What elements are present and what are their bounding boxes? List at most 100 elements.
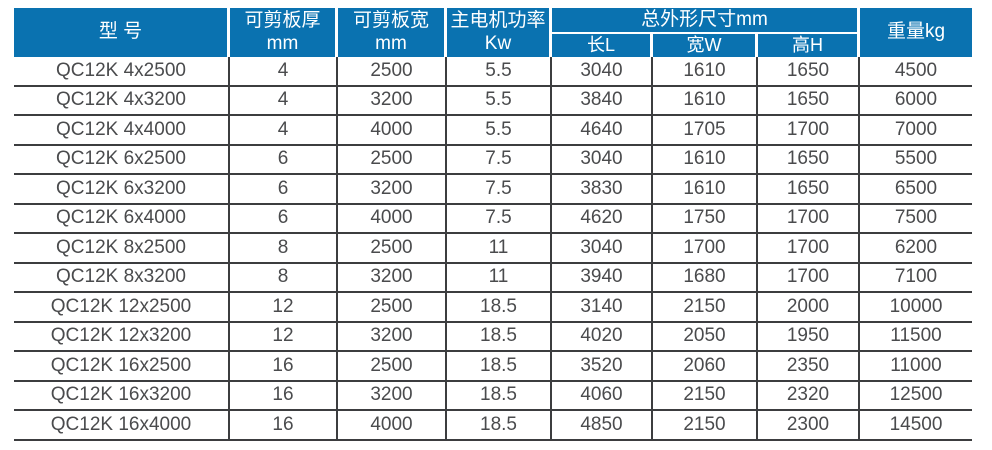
value-cell: 3040 — [552, 234, 653, 264]
table-row: QC12K 12x3200 12 3200 18.5 4020 2050 1950 11500 — [14, 322, 972, 352]
value-cell: 7.5 — [447, 204, 552, 234]
value-cell: 6500 — [860, 175, 972, 205]
value-cell: 3040 — [552, 145, 653, 175]
value-cell: 1610 — [653, 57, 758, 87]
model-cell: QC12K 16x4000 — [14, 411, 230, 441]
value-cell: 4060 — [552, 381, 653, 411]
table-row: QC12K 6x3200 6 3200 7.5 3830 1610 1650 6500 — [14, 175, 972, 205]
table-row: QC12K 8x3200 8 3200 11 3940 1680 1700 7100 — [14, 263, 972, 293]
value-cell: 2050 — [653, 322, 758, 352]
value-cell: 11 — [447, 263, 552, 293]
value-cell: 7100 — [860, 263, 972, 293]
value-cell: 7500 — [860, 204, 972, 234]
table-header: 型 号 可剪板厚mm 可剪板宽mm 主电机功率Kw 总外形尺寸mm 重量kg 长… — [14, 8, 972, 57]
value-cell: 6 — [230, 204, 338, 234]
value-cell: 1700 — [758, 234, 860, 264]
value-cell: 5.5 — [447, 86, 552, 116]
value-cell: 2500 — [338, 293, 447, 323]
value-cell: 18.5 — [447, 352, 552, 382]
value-cell: 18.5 — [447, 293, 552, 323]
value-cell: 11 — [447, 234, 552, 264]
value-cell: 12500 — [860, 381, 972, 411]
value-cell: 2500 — [338, 234, 447, 264]
model-cell: QC12K 12x2500 — [14, 293, 230, 323]
value-cell: 1700 — [653, 234, 758, 264]
value-cell: 4 — [230, 86, 338, 116]
value-cell: 3520 — [552, 352, 653, 382]
header-length: 长L — [552, 34, 653, 57]
value-cell: 4000 — [338, 116, 447, 146]
value-cell: 1610 — [653, 145, 758, 175]
value-cell: 4640 — [552, 116, 653, 146]
value-cell: 3140 — [552, 293, 653, 323]
value-cell: 2150 — [653, 381, 758, 411]
table-row: QC12K 6x4000 6 4000 7.5 4620 1750 1700 7500 — [14, 204, 972, 234]
value-cell: 5.5 — [447, 116, 552, 146]
model-cell: QC12K 4x4000 — [14, 116, 230, 146]
value-cell: 18.5 — [447, 411, 552, 441]
value-cell: 2500 — [338, 57, 447, 87]
value-cell: 14500 — [860, 411, 972, 441]
value-cell: 6200 — [860, 234, 972, 264]
value-cell: 3200 — [338, 175, 447, 205]
value-cell: 2500 — [338, 145, 447, 175]
value-cell: 1700 — [758, 116, 860, 146]
model-cell: QC12K 8x2500 — [14, 234, 230, 264]
value-cell: 4 — [230, 116, 338, 146]
value-cell: 6000 — [860, 86, 972, 116]
value-cell: 2500 — [338, 352, 447, 382]
value-cell: 16 — [230, 411, 338, 441]
value-cell: 1650 — [758, 175, 860, 205]
value-cell: 10000 — [860, 293, 972, 323]
model-cell: QC12K 8x3200 — [14, 263, 230, 293]
value-cell: 3040 — [552, 57, 653, 87]
value-cell: 1705 — [653, 116, 758, 146]
value-cell: 3200 — [338, 86, 447, 116]
value-cell: 1950 — [758, 322, 860, 352]
table-row: QC12K 8x2500 8 2500 11 3040 1700 1700 6200 — [14, 234, 972, 264]
model-cell: QC12K 6x4000 — [14, 204, 230, 234]
value-cell: 8 — [230, 263, 338, 293]
value-cell: 1680 — [653, 263, 758, 293]
value-cell: 16 — [230, 381, 338, 411]
value-cell: 18.5 — [447, 322, 552, 352]
value-cell: 4000 — [338, 411, 447, 441]
table-row: QC12K 4x2500 4 2500 5.5 3040 1610 1650 4500 — [14, 57, 972, 87]
value-cell: 7.5 — [447, 145, 552, 175]
model-cell: QC12K 6x3200 — [14, 175, 230, 205]
header-thickness: 可剪板厚mm — [230, 8, 338, 57]
value-cell: 6 — [230, 145, 338, 175]
value-cell: 2150 — [653, 411, 758, 441]
value-cell: 3940 — [552, 263, 653, 293]
value-cell: 4850 — [552, 411, 653, 441]
value-cell: 18.5 — [447, 381, 552, 411]
value-cell: 7000 — [860, 116, 972, 146]
value-cell: 3830 — [552, 175, 653, 205]
value-cell: 12 — [230, 322, 338, 352]
value-cell: 3200 — [338, 381, 447, 411]
table-row: QC12K 4x4000 4 4000 5.5 4640 1705 1700 7000 — [14, 116, 972, 146]
model-cell: QC12K 16x2500 — [14, 352, 230, 382]
header-row-sub: 长L 宽W 高H — [14, 34, 972, 57]
table-row: QC12K 6x2500 6 2500 7.5 3040 1610 1650 5500 — [14, 145, 972, 175]
table-body: QC12K 4x2500 4 2500 5.5 3040 1610 1650 4500 QC12… — [14, 57, 972, 441]
value-cell: 5500 — [860, 145, 972, 175]
header-row-group: 型 号 可剪板厚mm 可剪板宽mm 主电机功率Kw 总外形尺寸mm 重量kg — [14, 8, 972, 57]
value-cell: 6 — [230, 175, 338, 205]
value-cell: 3840 — [552, 86, 653, 116]
value-cell: 4000 — [338, 204, 447, 234]
value-cell: 4 — [230, 57, 338, 87]
model-cell: QC12K 4x2500 — [14, 57, 230, 87]
value-cell: 1750 — [653, 204, 758, 234]
table-row: QC12K 4x3200 4 3200 5.5 3840 1610 1650 6000 — [14, 86, 972, 116]
header-weight: 重量kg — [860, 8, 972, 57]
value-cell: 4620 — [552, 204, 653, 234]
model-cell: QC12K 12x3200 — [14, 322, 230, 352]
model-cell: QC12K 4x3200 — [14, 86, 230, 116]
value-cell: 5.5 — [447, 57, 552, 87]
header-overall-dims: 总外形尺寸mm — [552, 8, 860, 34]
value-cell: 12 — [230, 293, 338, 323]
header-model: 型 号 — [14, 8, 230, 57]
value-cell: 11500 — [860, 322, 972, 352]
value-cell: 2320 — [758, 381, 860, 411]
